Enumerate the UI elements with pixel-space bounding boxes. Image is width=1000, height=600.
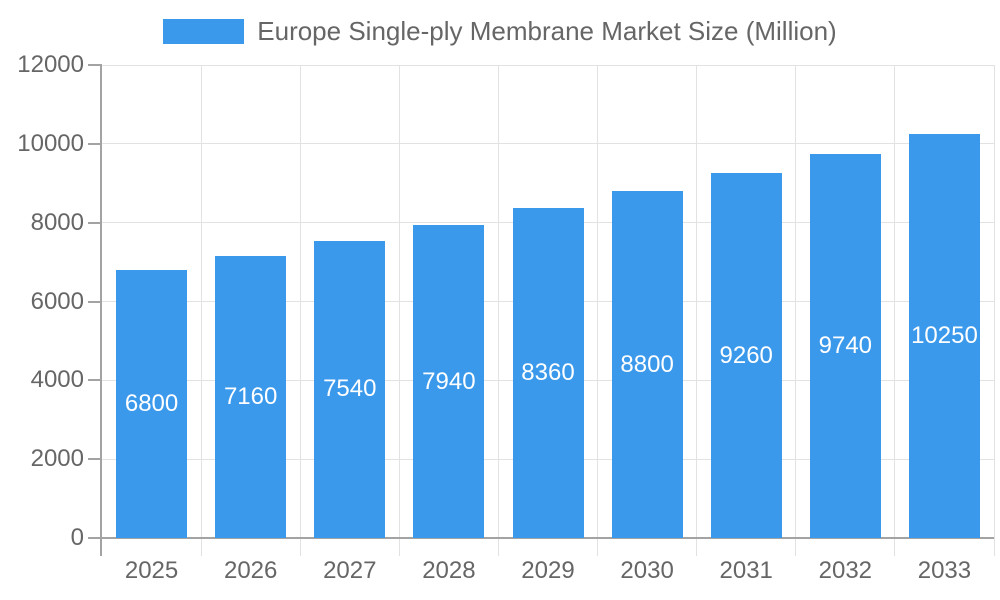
bar-value-label: 9260 xyxy=(719,341,773,369)
y-axis-tick xyxy=(88,64,102,66)
bar[interactable] xyxy=(314,240,386,538)
v-gridline xyxy=(696,65,698,556)
bar[interactable] xyxy=(413,225,485,538)
y-axis-line xyxy=(100,65,102,556)
v-gridline xyxy=(993,65,995,556)
bar[interactable] xyxy=(611,191,683,538)
x-axis-label: 2029 xyxy=(521,557,575,584)
bar-value-label: 7540 xyxy=(323,375,377,403)
bar-value-label: 8360 xyxy=(521,359,575,387)
bar[interactable] xyxy=(512,208,584,538)
y-axis-tick xyxy=(88,221,102,224)
x-axis-line xyxy=(100,537,994,539)
legend-item[interactable]: Europe Single-ply Membrane Market Size (… xyxy=(0,16,1000,47)
bar[interactable] xyxy=(116,269,188,538)
v-gridline xyxy=(200,65,202,556)
legend-label: Europe Single-ply Membrane Market Size (… xyxy=(257,16,837,46)
y-axis-tick xyxy=(88,142,102,145)
y-axis-label: 12000 xyxy=(17,51,84,78)
bar[interactable] xyxy=(809,154,881,538)
v-gridline xyxy=(597,65,599,556)
bar-value-label: 7940 xyxy=(422,367,476,395)
x-axis-label: 2027 xyxy=(323,557,377,584)
bar[interactable] xyxy=(908,133,980,538)
bar-value-label: 9740 xyxy=(818,332,873,360)
v-gridline xyxy=(398,65,400,556)
y-axis-label: 4000 xyxy=(30,366,84,394)
x-axis-label: 2026 xyxy=(223,557,278,584)
x-axis-label: 2033 xyxy=(917,557,972,584)
h-gridline xyxy=(102,143,994,145)
y-axis-label: 2000 xyxy=(30,445,84,473)
y-axis-tick xyxy=(88,300,102,303)
bar-value-label: 8800 xyxy=(620,350,674,378)
bar-value-label: 10250 xyxy=(911,321,978,349)
v-gridline xyxy=(894,65,896,556)
legend-swatch xyxy=(163,19,245,44)
bar[interactable] xyxy=(215,255,287,538)
y-axis-label: 6000 xyxy=(30,287,84,315)
y-axis-tick xyxy=(88,458,102,461)
y-axis-tick xyxy=(88,537,102,539)
v-gridline xyxy=(497,65,499,556)
bar-value-label: 6800 xyxy=(124,389,179,417)
y-axis-label: 0 xyxy=(70,524,84,551)
x-axis-label: 2030 xyxy=(620,557,674,584)
x-axis-label: 2028 xyxy=(422,557,476,584)
x-axis-label: 2025 xyxy=(124,557,179,584)
h-gridline xyxy=(102,64,994,66)
y-axis-tick xyxy=(88,379,102,382)
v-gridline xyxy=(299,65,301,556)
v-gridline xyxy=(795,65,797,556)
bar-value-label: 7160 xyxy=(223,382,278,410)
x-axis-label: 2032 xyxy=(818,557,873,584)
x-axis-label: 2031 xyxy=(719,557,773,584)
y-axis-label: 10000 xyxy=(17,129,84,157)
bar[interactable] xyxy=(710,173,782,538)
y-axis-label: 8000 xyxy=(30,208,84,236)
